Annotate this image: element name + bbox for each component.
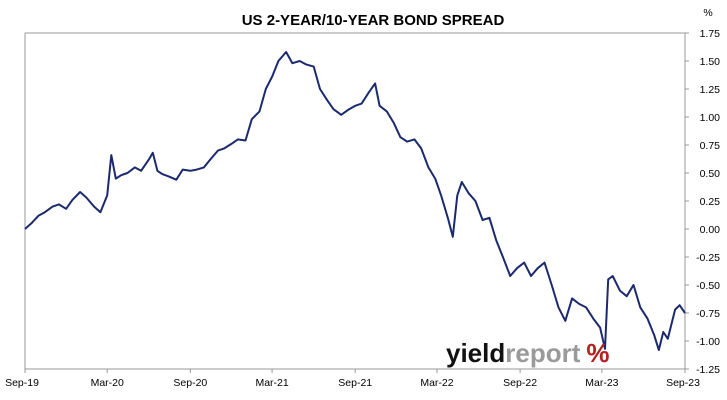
y-tick-label: 0.50	[700, 168, 721, 180]
y-tick-label: -1.00	[696, 336, 720, 348]
y-tick-label: 0.25	[700, 196, 721, 208]
y-tick-label: 1.25	[700, 84, 721, 96]
y-tick-label: 0.00	[700, 224, 721, 236]
svg-text:yieldreport%: yieldreport%	[446, 338, 610, 368]
y-tick-label: -1.25	[696, 364, 720, 376]
x-tick-label: Mar-21	[255, 377, 288, 389]
x-tick-label: Sep-22	[503, 377, 537, 389]
x-tick-label: Sep-23	[666, 377, 700, 389]
y-tick-label: 1.50	[700, 56, 721, 68]
y-tick-label: -0.50	[696, 280, 720, 292]
x-tick-label: Mar-22	[420, 377, 453, 389]
y-tick-label: 1.75	[700, 28, 721, 40]
plot-area	[24, 32, 686, 370]
x-tick-label: Sep-20	[173, 377, 207, 389]
y-axis: 1.75 1.50 1.25 1.00 0.75 0.50 0.25 0.00 -0.25 -0.…	[685, 28, 720, 376]
x-tick-label: Mar-23	[585, 377, 618, 389]
watermark-percent-symbol: %	[586, 338, 609, 368]
x-tick-label: Mar-20	[91, 377, 124, 389]
x-tick-label: Sep-19	[5, 377, 39, 389]
x-axis: Sep-19 Mar-20 Sep-20 Mar-21 Sep-21 Mar-22 Sep-…	[5, 369, 700, 389]
y-tick-label: 1.00	[700, 112, 721, 124]
watermark-logo: yieldreport%	[446, 338, 610, 368]
y-tick-label: -0.25	[696, 252, 720, 264]
watermark-yield-text: yield	[446, 338, 505, 368]
y-tick-label: 0.75	[700, 140, 721, 152]
y-axis-unit-label: %	[703, 7, 712, 19]
y-tick-label: -0.75	[696, 308, 720, 320]
watermark-report-text: report	[505, 338, 580, 368]
series-line	[24, 51, 686, 351]
x-tick-label: Sep-21	[338, 377, 372, 389]
chart-title: US 2-YEAR/10-YEAR BOND SPREAD	[242, 12, 505, 29]
